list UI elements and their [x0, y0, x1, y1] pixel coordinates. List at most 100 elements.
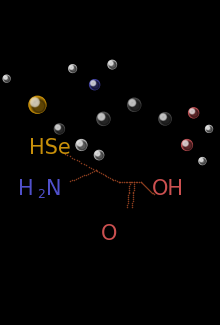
Circle shape	[97, 153, 103, 159]
Ellipse shape	[69, 65, 77, 73]
Circle shape	[95, 151, 103, 160]
Circle shape	[91, 81, 99, 89]
Circle shape	[31, 99, 45, 113]
Ellipse shape	[128, 99, 142, 112]
Circle shape	[4, 76, 7, 79]
Circle shape	[207, 126, 212, 132]
Circle shape	[110, 62, 116, 68]
Circle shape	[71, 67, 76, 72]
Circle shape	[190, 109, 198, 118]
Circle shape	[32, 99, 37, 105]
Circle shape	[70, 65, 76, 72]
Circle shape	[109, 61, 113, 65]
Circle shape	[205, 125, 213, 132]
Circle shape	[160, 114, 166, 120]
Circle shape	[95, 151, 103, 160]
Circle shape	[189, 108, 198, 118]
Ellipse shape	[3, 76, 11, 83]
Circle shape	[55, 125, 64, 134]
Circle shape	[92, 82, 99, 89]
Text: 2: 2	[37, 188, 45, 201]
Circle shape	[99, 115, 109, 125]
Circle shape	[92, 82, 94, 84]
Circle shape	[4, 76, 7, 80]
Circle shape	[78, 142, 86, 150]
Circle shape	[160, 114, 171, 125]
Circle shape	[100, 115, 109, 124]
Circle shape	[200, 158, 206, 164]
Ellipse shape	[55, 124, 66, 135]
Circle shape	[100, 115, 103, 118]
Circle shape	[128, 98, 141, 111]
Circle shape	[91, 81, 95, 85]
Circle shape	[108, 61, 116, 69]
Circle shape	[207, 127, 209, 129]
Circle shape	[55, 125, 60, 130]
Circle shape	[191, 110, 193, 112]
Circle shape	[201, 159, 205, 164]
Circle shape	[159, 113, 171, 125]
Circle shape	[4, 76, 7, 79]
Circle shape	[54, 124, 64, 134]
Circle shape	[57, 126, 59, 129]
Circle shape	[90, 80, 99, 90]
Circle shape	[131, 101, 134, 104]
Circle shape	[56, 125, 64, 134]
Circle shape	[184, 142, 187, 145]
Circle shape	[129, 99, 136, 106]
Circle shape	[91, 81, 95, 85]
Circle shape	[160, 114, 167, 120]
Circle shape	[78, 142, 81, 145]
Circle shape	[70, 66, 76, 72]
Circle shape	[183, 141, 192, 150]
Circle shape	[200, 158, 203, 162]
Circle shape	[90, 80, 96, 86]
Circle shape	[29, 96, 46, 113]
Circle shape	[77, 140, 83, 146]
Circle shape	[200, 159, 202, 161]
Circle shape	[109, 62, 113, 65]
Circle shape	[97, 112, 110, 125]
Circle shape	[96, 152, 99, 155]
Circle shape	[191, 110, 194, 113]
Circle shape	[191, 110, 198, 117]
Circle shape	[71, 67, 72, 68]
Circle shape	[98, 113, 105, 121]
Ellipse shape	[76, 140, 88, 151]
Circle shape	[97, 152, 99, 155]
Circle shape	[182, 139, 192, 150]
Circle shape	[56, 126, 59, 129]
Ellipse shape	[29, 97, 48, 114]
Circle shape	[129, 99, 140, 111]
Circle shape	[69, 65, 76, 72]
Circle shape	[99, 114, 110, 125]
Circle shape	[200, 159, 206, 164]
Circle shape	[206, 126, 212, 132]
Text: OH: OH	[152, 179, 184, 199]
Circle shape	[55, 124, 64, 134]
Circle shape	[77, 141, 86, 150]
Circle shape	[109, 61, 113, 66]
Circle shape	[4, 76, 10, 82]
Circle shape	[97, 113, 110, 125]
Circle shape	[98, 114, 104, 120]
Ellipse shape	[189, 109, 200, 118]
Circle shape	[130, 100, 135, 105]
Circle shape	[130, 100, 140, 111]
Circle shape	[4, 75, 10, 82]
Circle shape	[207, 127, 212, 132]
Circle shape	[77, 140, 87, 150]
Text: HSe: HSe	[29, 138, 70, 158]
Circle shape	[78, 141, 86, 150]
Circle shape	[131, 101, 140, 111]
Circle shape	[90, 80, 100, 90]
Ellipse shape	[90, 80, 101, 90]
Ellipse shape	[159, 113, 173, 126]
Circle shape	[96, 152, 99, 155]
Circle shape	[4, 76, 7, 79]
Circle shape	[96, 152, 103, 159]
Circle shape	[79, 142, 86, 150]
Ellipse shape	[95, 151, 105, 160]
Circle shape	[70, 66, 76, 72]
Circle shape	[189, 108, 199, 118]
